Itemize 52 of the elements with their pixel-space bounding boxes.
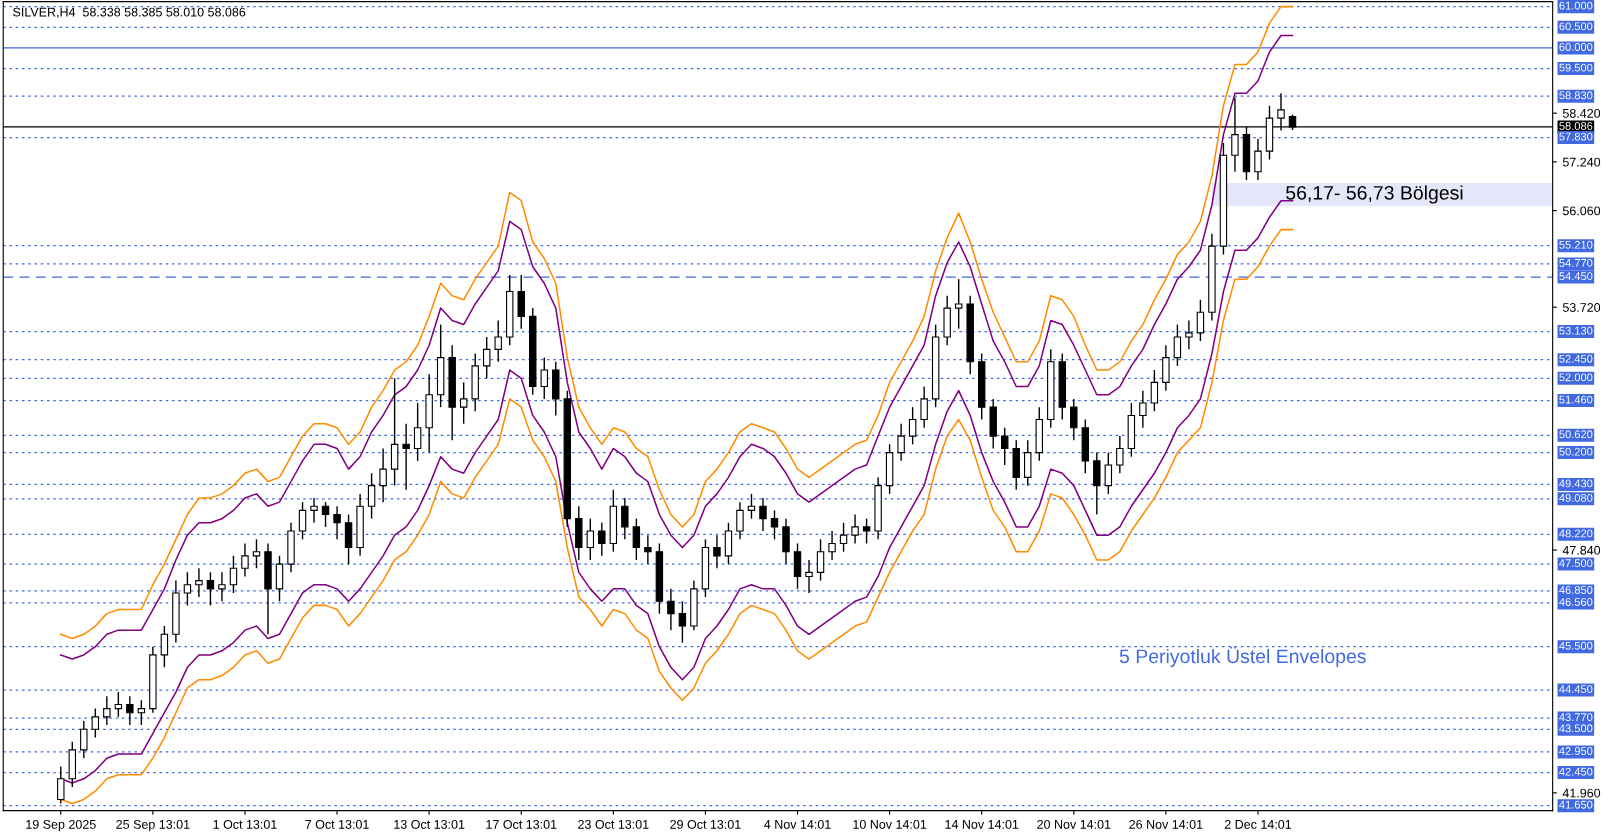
chart-title: SILVER,H4 58.338 58.385 58.010 58.086 (13, 7, 246, 18)
ref-line-label: 52.000 (1559, 373, 1593, 382)
ref-line-label: 43.770 (1559, 713, 1593, 722)
annotation: 5 Periyotluk Üstel Envelopes (1119, 646, 1366, 668)
x-tick-label: 2 Dec 14:01 (1224, 819, 1292, 829)
ref-line-label: 51.460 (1559, 395, 1593, 404)
ref-line-label: 52.450 (1559, 354, 1593, 363)
y-tick-label: 41.960 (1562, 788, 1601, 798)
x-tick-label: 7 Oct 13:01 (305, 819, 369, 829)
y-tick-label: 47.840 (1562, 545, 1601, 555)
ref-line-label: 54.450 (1559, 272, 1593, 281)
ref-line-label: 44.450 (1559, 685, 1593, 694)
ref-line-label: 57.830 (1559, 132, 1593, 141)
y-tick-label: 56.060 (1562, 206, 1601, 216)
y-tick-label: 57.240 (1562, 157, 1601, 167)
ref-line-label: 61.000 (1559, 1, 1593, 10)
ref-line-label: 55.210 (1559, 240, 1593, 249)
x-tick-label: 23 Oct 13:01 (578, 819, 649, 829)
x-tick-label: 4 Nov 14:01 (764, 819, 831, 829)
x-tick-label: 1 Oct 13:01 (213, 819, 277, 829)
ref-line-label: 58.086 (1559, 122, 1593, 130)
x-tick-label: 13 Oct 13:01 (394, 819, 465, 829)
ref-line-label: 54.770 (1559, 259, 1593, 267)
ref-line-label: 42.950 (1559, 747, 1593, 755)
ref-line-label: 42.450 (1559, 767, 1593, 776)
ref-line-label: 46.850 (1559, 586, 1593, 594)
x-tick-label: 10 Nov 14:01 (853, 819, 927, 829)
ref-line-label: 60.000 (1559, 43, 1593, 51)
band-label: 56,17- 56,73 Bölgesi (1286, 185, 1463, 204)
ref-line-label: 58.830 (1559, 91, 1593, 100)
x-tick-label: 26 Nov 14:01 (1129, 819, 1203, 829)
ref-line-label: 60.500 (1559, 22, 1593, 31)
ref-line-label: 49.430 (1559, 479, 1593, 488)
x-tick-label: 29 Oct 13:01 (670, 819, 741, 829)
x-tick-label: 14 Nov 14:01 (945, 819, 1019, 829)
ref-line-label: 50.620 (1559, 430, 1593, 439)
x-tick-label: 19 Sep 2025 (26, 819, 96, 832)
ref-line-label: 47.500 (1559, 559, 1593, 568)
ref-line-label: 50.200 (1559, 447, 1593, 456)
x-tick-label: 20 Nov 14:01 (1037, 819, 1111, 829)
ref-line-label: 41.650 (1559, 800, 1593, 809)
ref-line-label: 46.560 (1559, 598, 1593, 606)
ref-line-label: 53.130 (1559, 326, 1593, 335)
ref-line-label: 43.500 (1559, 724, 1593, 733)
ref-line-label: 45.500 (1559, 641, 1593, 650)
ref-line-label: 49.080 (1559, 493, 1593, 502)
x-tick-label: 25 Sep 13:01 (116, 819, 190, 832)
x-tick-label: 17 Oct 13:01 (486, 819, 557, 829)
ref-line-label: 59.500 (1559, 63, 1593, 72)
y-tick-label: 58.420 (1562, 108, 1601, 118)
y-tick-label: 53.720 (1562, 303, 1601, 312)
ref-line-label: 48.220 (1559, 529, 1593, 538)
